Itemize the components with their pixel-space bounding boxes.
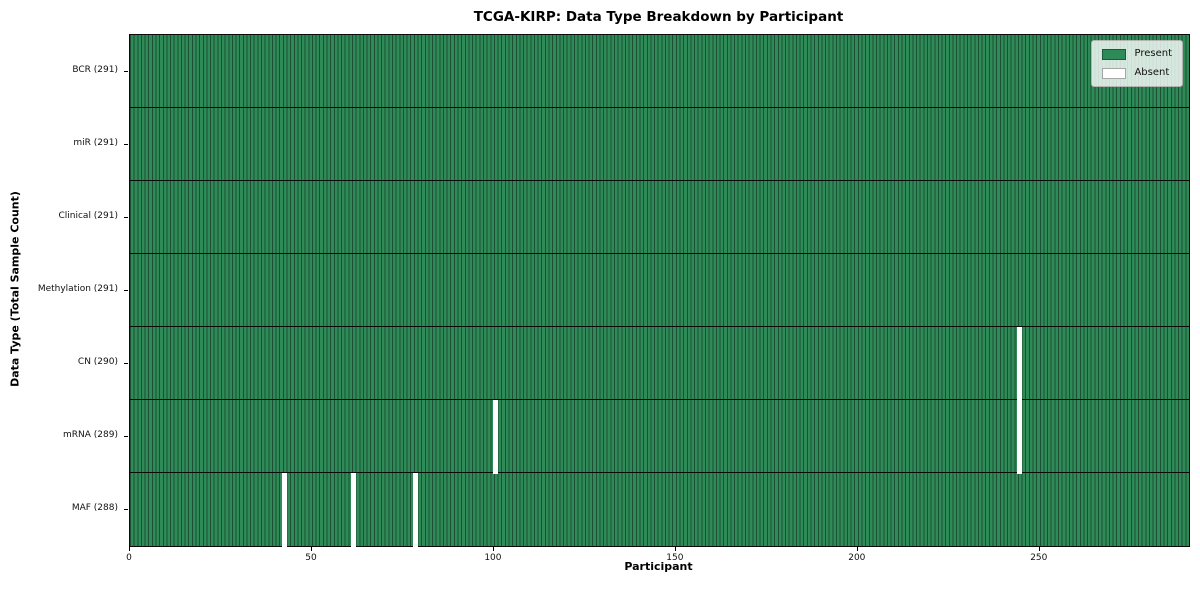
y-tick-mark	[124, 289, 128, 291]
y-tick-label-maf: MAF (288)	[71, 503, 118, 513]
x-tick-mark	[129, 547, 130, 551]
row-maf	[130, 473, 1189, 547]
row-mir	[130, 108, 1189, 181]
legend-label-absent: Absent	[1134, 67, 1170, 78]
row-bcr	[130, 35, 1189, 108]
row-cn	[130, 327, 1189, 401]
x-tick-mark	[310, 547, 312, 551]
x-axis-title: Participant	[624, 560, 693, 573]
x-tick-label-200: 200	[848, 553, 866, 563]
y-tick-mark	[124, 362, 128, 364]
absent-bar-mrna-244	[1017, 400, 1023, 474]
legend-entry-present: Present	[1102, 48, 1172, 60]
x-tick-label-50: 50	[305, 553, 317, 563]
plot-area: Present Absent	[129, 34, 1190, 547]
y-tick-label-mir: miR (291)	[73, 138, 118, 148]
y-tick-label-mrna: mRNA (289)	[63, 430, 118, 440]
absent-bar-maf-61	[351, 473, 357, 547]
x-tick-mark	[674, 547, 676, 551]
row-clinical	[130, 181, 1189, 254]
y-tick-label-bcr: BCR (291)	[72, 65, 118, 75]
legend-entry-absent: Absent	[1102, 67, 1172, 79]
y-tick-label-methylation: Methylation (291)	[37, 284, 118, 294]
y-tick-mark	[124, 143, 128, 145]
x-tick-mark	[856, 547, 858, 551]
y-tick-label-clinical: Clinical (291)	[58, 211, 118, 221]
y-tick-mark	[124, 70, 128, 72]
legend: Present Absent	[1091, 40, 1183, 87]
y-tick-mark	[124, 435, 128, 437]
x-tick-label-150: 150	[666, 553, 684, 563]
row-methylation	[130, 254, 1189, 327]
absent-bar-mrna-100	[493, 400, 499, 474]
absent-bar-maf-78	[413, 473, 418, 547]
x-tick-mark	[1038, 547, 1040, 551]
row-mrna	[130, 400, 1189, 474]
x-tick-label-0: 0	[126, 553, 132, 563]
x-tick-label-250: 250	[1030, 553, 1048, 563]
legend-label-present: Present	[1134, 48, 1172, 59]
absent-bar-cn-244	[1017, 327, 1023, 401]
y-tick-mark	[124, 216, 128, 218]
absent-bar-maf-42	[282, 473, 287, 547]
legend-swatch-present	[1102, 48, 1127, 60]
y-tick-mark	[124, 508, 128, 510]
chart-title: TCGA-KIRP: Data Type Breakdown by Partic…	[473, 9, 844, 25]
x-tick-label-100: 100	[484, 553, 502, 563]
x-tick-mark	[492, 547, 494, 551]
legend-swatch-absent	[1102, 67, 1127, 79]
y-tick-label-cn: CN (290)	[77, 357, 118, 367]
